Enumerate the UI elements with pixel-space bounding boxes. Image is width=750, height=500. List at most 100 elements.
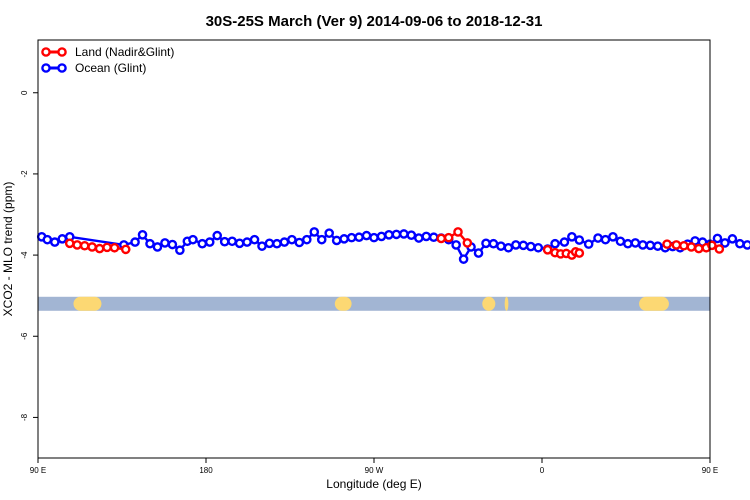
ocean-point-7 xyxy=(137,229,148,240)
ocean-point-59 xyxy=(526,241,536,252)
ocean-point-62 xyxy=(550,238,560,249)
y-axis: 0 -2 -4 -6 -8 xyxy=(20,90,38,421)
ocean-point-9 xyxy=(152,242,163,252)
ocean-point-23 xyxy=(257,241,267,251)
ocean-point-11 xyxy=(167,239,178,250)
ocean-point-20 xyxy=(234,238,245,249)
ocean-point-71 xyxy=(623,238,633,249)
land-point-21 xyxy=(679,240,689,251)
land-band-segment-3 xyxy=(504,296,509,311)
ocean-point-49 xyxy=(451,240,461,250)
land-point-20 xyxy=(671,240,682,250)
ocean-point-83 xyxy=(712,233,723,244)
x-axis-label: Longitude (deg E) xyxy=(326,477,421,491)
legend-land-label: Land (Nadir&Glint) xyxy=(75,45,174,59)
land-point-26 xyxy=(714,244,725,254)
ocean-point-36 xyxy=(354,232,364,243)
ocean-point-68 xyxy=(600,234,611,245)
chart-title: 30S-25S March (Ver 9) 2014-09-06 to 2018… xyxy=(206,13,543,30)
y-tick-label-2: -4 xyxy=(20,251,29,259)
ocean-point-17 xyxy=(212,230,222,241)
ocean-point-42 xyxy=(399,229,409,239)
x-tick-label-0: 90 E xyxy=(30,466,46,475)
y-tick-label-1: -2 xyxy=(20,170,29,178)
legend-ocean-marker-left xyxy=(41,63,51,73)
ocean-point-6 xyxy=(130,237,140,247)
land-point-12 xyxy=(542,245,553,255)
ocean-point-34 xyxy=(339,234,349,244)
legend-land-marker-right xyxy=(57,47,67,57)
legend: Land (Nadir&Glint) Ocean (Glint) xyxy=(41,45,174,75)
ocean-point-73 xyxy=(638,240,648,250)
ocean-point-85 xyxy=(727,234,738,244)
land-point-23 xyxy=(694,243,704,254)
ocean-point-1 xyxy=(42,234,53,245)
ocean-point-67 xyxy=(593,233,603,243)
ocean-point-18 xyxy=(219,236,230,247)
ocean-point-33 xyxy=(331,235,342,246)
ocean-band xyxy=(38,296,710,311)
land-point-10 xyxy=(453,227,463,237)
land-point-3 xyxy=(87,242,97,252)
land-point-7 xyxy=(120,244,131,255)
ocean-point-8 xyxy=(145,238,155,249)
ocean-point-57 xyxy=(511,240,521,250)
land-point-5 xyxy=(102,242,112,253)
ocean-point-12 xyxy=(175,245,185,256)
ocean-point-50 xyxy=(458,254,469,264)
ocean-point-70 xyxy=(615,236,626,247)
land-point-6 xyxy=(109,242,120,253)
ocean-point-25 xyxy=(272,238,282,249)
ocean-point-16 xyxy=(204,237,215,247)
ocean-point-2 xyxy=(50,237,60,247)
land-point-9 xyxy=(443,232,454,243)
ocean-point-26 xyxy=(279,237,290,247)
x-axis: 90 E 180 90 W 0 90 E xyxy=(30,458,718,475)
legend-ocean-marker-right xyxy=(57,63,67,73)
ocean-point-14 xyxy=(188,234,198,245)
y-axis-label: XCO2 - MLO trend (ppm) xyxy=(1,182,15,317)
y-tick-label-3: -6 xyxy=(20,332,29,340)
ocean-point-28 xyxy=(294,237,305,248)
ocean-point-29 xyxy=(301,234,312,245)
land-point-18 xyxy=(574,248,585,258)
x-tick-label-4: 90 E xyxy=(702,466,718,475)
ocean-point-55 xyxy=(496,241,506,251)
land-band-segment-4 xyxy=(639,296,669,311)
plot-frame xyxy=(37,39,711,459)
legend-land-marker-left xyxy=(41,47,51,57)
ocean-point-32 xyxy=(324,228,335,238)
ocean-point-3 xyxy=(57,234,68,244)
x-tick-label-3: 0 xyxy=(540,466,545,475)
land-band-segment-1 xyxy=(334,296,352,311)
ocean-point-65 xyxy=(574,235,585,245)
ocean-point-75 xyxy=(652,241,663,251)
series-layer xyxy=(36,227,750,264)
ocean-point-24 xyxy=(264,238,275,249)
ocean-point-58 xyxy=(518,240,529,251)
ocean-point-38 xyxy=(369,232,379,243)
ocean-point-56 xyxy=(503,242,514,253)
ocean-point-15 xyxy=(197,238,208,249)
ocean-point-41 xyxy=(391,229,402,240)
legend-ocean-label: Ocean (Glint) xyxy=(75,61,146,75)
ocean-point-19 xyxy=(227,236,237,247)
land-point-19 xyxy=(662,239,672,249)
ocean-point-40 xyxy=(384,229,394,240)
land-point-2 xyxy=(79,240,90,251)
land-mask-band xyxy=(38,296,710,311)
ocean-point-35 xyxy=(346,232,357,243)
land-point-8 xyxy=(436,233,447,244)
ocean-point-53 xyxy=(481,238,491,249)
land-point-1 xyxy=(72,240,82,250)
x-tick-label-1: 180 xyxy=(199,466,213,475)
ocean-point-54 xyxy=(488,238,499,249)
ocean-point-43 xyxy=(406,230,417,241)
land-point-4 xyxy=(94,243,105,254)
land-band-segment-0 xyxy=(73,296,102,311)
land-band-segment-2 xyxy=(482,296,496,311)
ocean-point-10 xyxy=(160,238,170,248)
ocean-point-30 xyxy=(309,227,320,237)
ocean-point-22 xyxy=(249,234,260,245)
ocean-point-46 xyxy=(428,232,439,243)
